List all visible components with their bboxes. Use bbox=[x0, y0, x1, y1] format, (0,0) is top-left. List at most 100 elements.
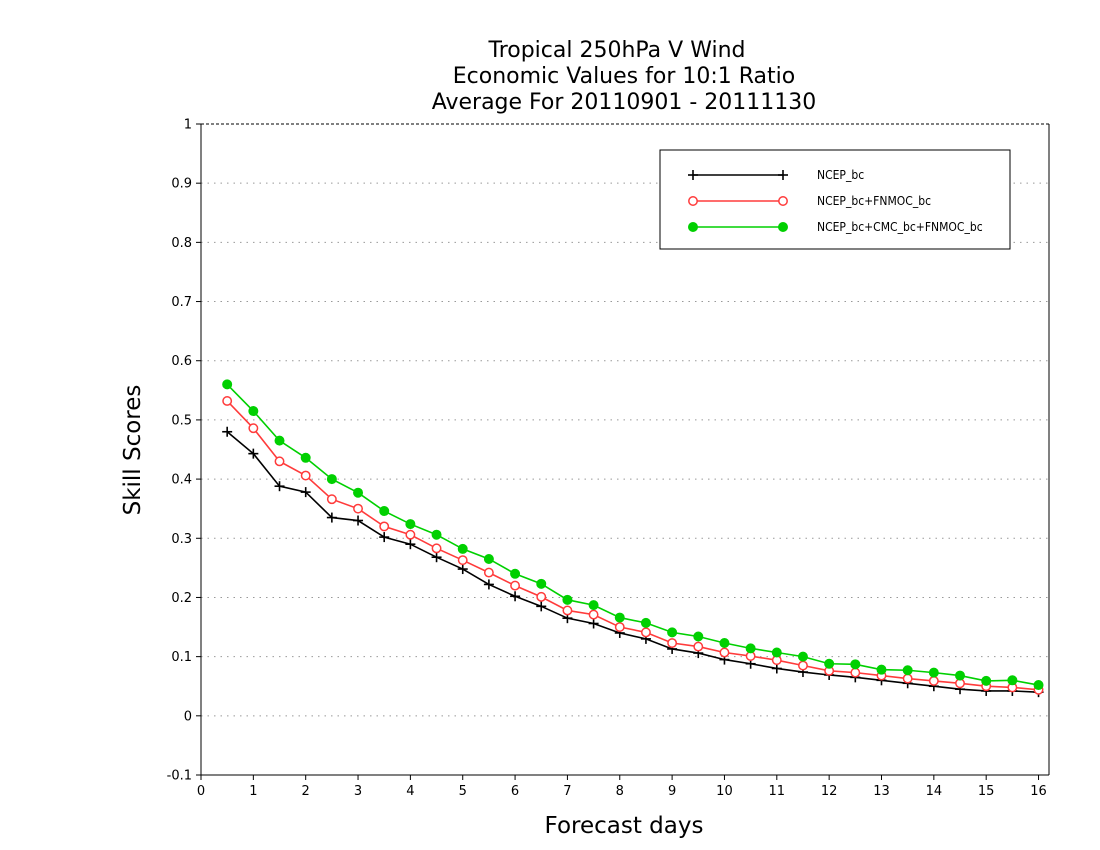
x-tick-label: 3 bbox=[354, 784, 362, 799]
gridlines bbox=[201, 182, 1049, 717]
data-point bbox=[274, 435, 285, 446]
y-tick-label: 0.2 bbox=[171, 591, 192, 606]
data-point bbox=[614, 612, 625, 623]
legend-label: NCEP_bc+CMC_bc+FNMOC_bc bbox=[817, 220, 983, 234]
tick-labels: -0.100.10.20.30.40.50.60.70.80.910 1 2 3 4 5 6… bbox=[167, 118, 1047, 800]
x-tick-label: 12 bbox=[821, 784, 838, 799]
data-point bbox=[222, 396, 233, 406]
data-point bbox=[771, 647, 782, 658]
y-axis-title: Skill Scores bbox=[120, 385, 146, 516]
data-point bbox=[667, 627, 678, 638]
y-tick-label: 0.6 bbox=[171, 354, 192, 369]
data-point bbox=[824, 658, 835, 669]
data-point bbox=[562, 594, 573, 605]
x-tick-label: 14 bbox=[926, 784, 943, 799]
data-point bbox=[955, 670, 966, 681]
data-point bbox=[353, 515, 364, 526]
data-point bbox=[667, 638, 678, 648]
data-point bbox=[457, 543, 468, 554]
data-point bbox=[483, 579, 494, 590]
data-point bbox=[379, 506, 390, 517]
y-tick-label: 0.9 bbox=[171, 177, 192, 192]
y-tick-label: 0.3 bbox=[171, 532, 192, 547]
legend-entry: NCEP_bc bbox=[688, 168, 864, 182]
data-point bbox=[902, 665, 913, 676]
data-point bbox=[902, 673, 913, 684]
data-point bbox=[719, 638, 730, 649]
x-tick-label: 10 bbox=[716, 784, 733, 799]
data-point bbox=[510, 591, 521, 602]
x-tick-label: 5 bbox=[459, 784, 467, 799]
data-point bbox=[274, 481, 285, 492]
data-point bbox=[719, 647, 730, 658]
data-point bbox=[745, 643, 756, 654]
data-point bbox=[588, 618, 599, 629]
data-point bbox=[850, 667, 861, 678]
series-2 bbox=[222, 396, 1044, 695]
x-tick-label: 0 bbox=[197, 784, 205, 799]
data-point bbox=[326, 474, 337, 485]
chart-title-line-1: Tropical 250hPa V Wind bbox=[487, 38, 745, 63]
x-tick-label: 2 bbox=[302, 784, 310, 799]
data-point bbox=[778, 170, 788, 180]
data-point bbox=[928, 675, 939, 686]
data-point bbox=[353, 503, 363, 514]
y-tick-label: 0.7 bbox=[171, 295, 192, 310]
data-point bbox=[405, 529, 416, 540]
data-point bbox=[405, 519, 416, 530]
y-tick-label: 0.1 bbox=[171, 650, 192, 665]
legend-label: NCEP_bc bbox=[817, 168, 864, 182]
data-point bbox=[222, 379, 233, 390]
x-tick-label: 16 bbox=[1030, 784, 1047, 799]
data-point bbox=[510, 580, 521, 591]
x-tick-label: 7 bbox=[563, 784, 571, 799]
data-point bbox=[222, 426, 233, 437]
data-point bbox=[274, 456, 285, 467]
chart-title-line-2: Economic Values for 10:1 Ratio bbox=[453, 64, 795, 89]
data-point bbox=[431, 543, 442, 554]
data-point bbox=[693, 641, 704, 652]
data-point bbox=[693, 631, 704, 642]
data-point bbox=[326, 494, 337, 505]
data-point bbox=[797, 651, 808, 662]
data-point bbox=[876, 664, 887, 675]
data-point bbox=[536, 601, 547, 612]
data-point bbox=[588, 600, 599, 611]
x-tick-label: 4 bbox=[406, 784, 414, 799]
data-point bbox=[536, 578, 547, 589]
data-point bbox=[1007, 675, 1018, 686]
axes bbox=[200, 123, 1050, 776]
data-series bbox=[222, 379, 1044, 698]
data-point bbox=[798, 660, 808, 671]
data-point bbox=[562, 605, 573, 616]
data-point bbox=[771, 663, 782, 674]
x-tick-label: 15 bbox=[978, 784, 995, 799]
data-point bbox=[379, 521, 390, 532]
x-axis-title: Forecast days bbox=[545, 813, 704, 839]
data-point bbox=[300, 470, 311, 481]
x-tick-label: 1 bbox=[249, 784, 257, 799]
data-point bbox=[688, 196, 698, 206]
data-point bbox=[300, 487, 311, 498]
data-point bbox=[405, 539, 416, 550]
chart-title-line-3: Average For 20110901 - 20111130 bbox=[432, 90, 817, 115]
x-tick-label: 11 bbox=[769, 784, 786, 799]
data-point bbox=[536, 591, 547, 602]
y-tick-label: 0 bbox=[184, 709, 192, 724]
x-tick-label: 6 bbox=[511, 784, 519, 799]
data-point bbox=[457, 555, 468, 566]
data-point bbox=[510, 568, 521, 579]
data-point bbox=[457, 564, 468, 575]
y-tick-label: 1 bbox=[184, 118, 192, 133]
data-point bbox=[850, 659, 861, 670]
legend-entry: NCEP_bc+FNMOC_bc bbox=[688, 194, 931, 208]
data-point bbox=[353, 487, 364, 498]
data-point bbox=[248, 423, 259, 434]
data-point bbox=[688, 170, 698, 180]
data-point bbox=[640, 627, 651, 638]
data-point bbox=[614, 622, 625, 632]
y-tick-label: -0.1 bbox=[167, 769, 192, 784]
data-point bbox=[688, 222, 698, 232]
